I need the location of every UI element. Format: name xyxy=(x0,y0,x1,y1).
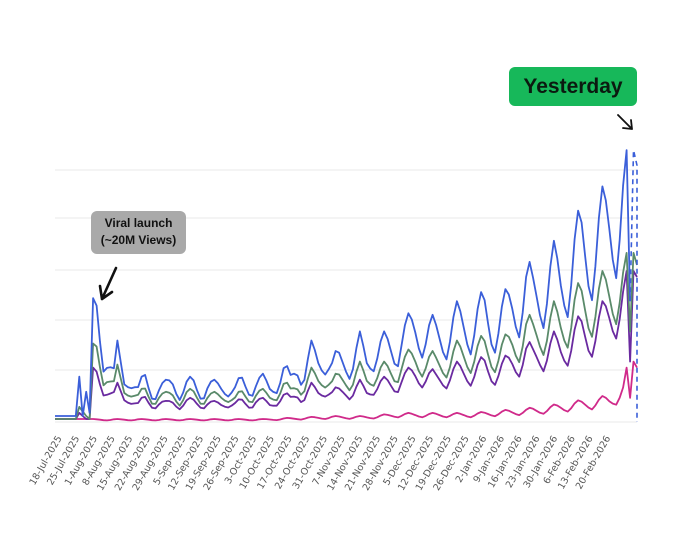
viral-launch-callout: Viral launch (~20M Views) xyxy=(91,211,186,254)
series-line-green xyxy=(55,252,638,420)
series-group xyxy=(55,149,638,422)
viral-launch-line1: Viral launch xyxy=(104,216,173,230)
series-line-blue xyxy=(55,149,631,417)
x-axis: 18-Jul-202525-Jul-20251-Aug-20258-Aug-20… xyxy=(28,434,614,493)
series-line-purple xyxy=(55,270,638,420)
yesterday-callout: Yesterday xyxy=(509,67,637,106)
series-line-blue-dashed xyxy=(629,150,638,422)
series-line-magenta xyxy=(55,360,638,422)
yesterday-arrow-icon xyxy=(617,114,633,130)
viral-arrow-icon xyxy=(98,266,118,301)
viral-launch-line2: (~20M Views) xyxy=(100,233,177,247)
